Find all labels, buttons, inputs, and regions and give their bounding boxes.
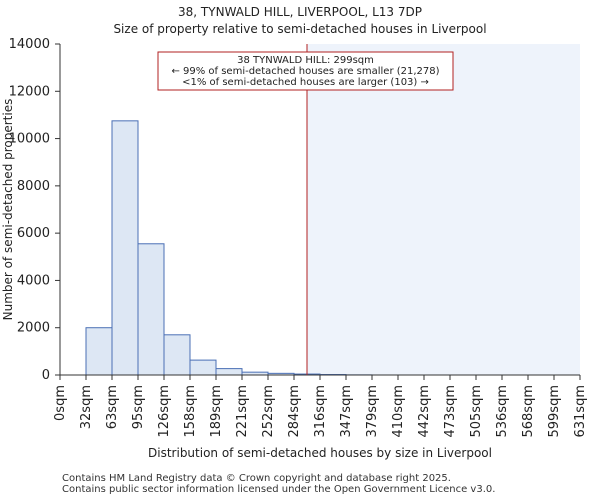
y-axis-label: Number of semi-detached properties [1, 99, 15, 321]
x-tick-label: 95sqm [131, 385, 146, 429]
bar-158sqm [189, 359, 217, 376]
larger-region-highlight [307, 44, 580, 375]
x-tick-label: 473sqm [443, 385, 458, 438]
x-tick-label: 631sqm [573, 385, 588, 438]
y-tick-label: 2000 [17, 321, 50, 336]
x-tick-label: 410sqm [391, 385, 406, 438]
bar-189sqm [215, 368, 243, 376]
x-tick-label: 158sqm [183, 385, 198, 438]
bar-32sqm [85, 327, 113, 376]
bar-126sqm [163, 334, 191, 376]
y-tick-label: 8000 [17, 179, 50, 194]
x-tick-label: 316sqm [313, 385, 328, 438]
annotation-line-3: <1% of semi-detached houses are larger (… [182, 77, 429, 88]
y-tick-label: 14000 [9, 37, 50, 52]
x-tick-label: 189sqm [209, 385, 224, 438]
chart-subtitle: Size of property relative to semi-detach… [113, 22, 487, 36]
annotation-line-1: 38 TYNWALD HILL: 299sqm [237, 55, 374, 66]
x-tick-label: 63sqm [105, 385, 120, 429]
x-tick-label: 505sqm [469, 385, 484, 438]
y-tick-label: 10000 [9, 132, 50, 147]
histogram-chart: 0 2000 4000 6000 8000 10000 12000 14000 0sqm 32s… [1, 37, 588, 460]
footer-licence: Contains public sector information licen… [62, 484, 496, 495]
y-tick-label: 12000 [9, 84, 50, 99]
y-axis: 0 2000 4000 6000 8000 10000 12000 14000 [9, 37, 61, 383]
y-tick-label: 4000 [17, 273, 50, 288]
bars-group [85, 120, 373, 376]
bar-63sqm [111, 120, 139, 376]
x-axis: 0sqm 32sqm 63sqm 95sqm 126sqm 158sqm 189sqm 221… [53, 374, 588, 438]
x-tick-label: 126sqm [157, 385, 172, 438]
x-tick-label: 252sqm [261, 385, 276, 438]
x-tick-label: 221sqm [235, 385, 250, 438]
bar-95sqm [137, 243, 165, 376]
x-tick-label: 442sqm [417, 385, 432, 438]
chart-title: 38, TYNWALD HILL, LIVERPOOL, L13 7DP [178, 5, 422, 19]
annotation-box [157, 51, 454, 91]
x-tick-label: 599sqm [547, 385, 562, 438]
footer-copyright: Contains HM Land Registry data © Crown c… [62, 473, 451, 484]
x-tick-label: 379sqm [365, 385, 380, 438]
annotation-line-2: ← 99% of semi-detached houses are smalle… [171, 66, 439, 77]
x-tick-label: 347sqm [339, 385, 354, 438]
x-tick-label: 536sqm [495, 385, 510, 438]
y-tick-label: 6000 [17, 226, 50, 241]
x-tick-label: 32sqm [79, 385, 94, 429]
x-axis-label: Distribution of semi-detached houses by … [148, 446, 492, 460]
x-tick-label: 568sqm [521, 385, 536, 438]
x-tick-label: 284sqm [287, 385, 302, 438]
x-tick-label: 0sqm [53, 385, 68, 421]
y-tick-label: 0 [42, 368, 50, 383]
